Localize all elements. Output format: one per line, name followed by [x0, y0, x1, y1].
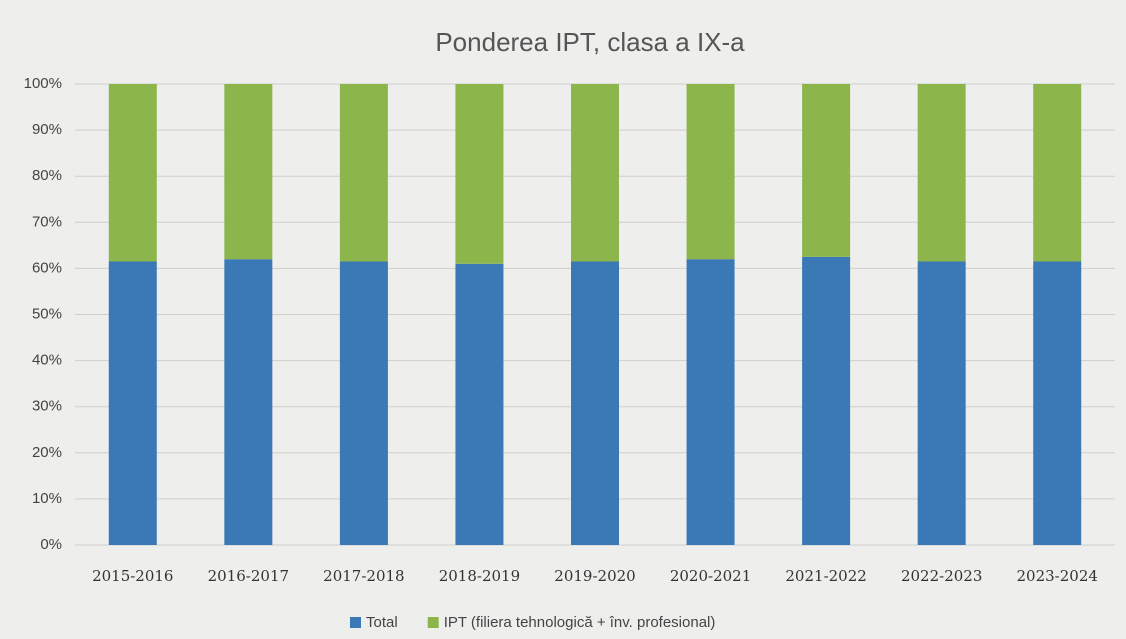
y-tick-label: 20%: [32, 444, 62, 461]
bar-segment: [802, 84, 851, 257]
x-tick-label: 2016-2017: [208, 567, 289, 585]
bar-segment: [917, 261, 966, 545]
x-tick-label: 2020-2021: [670, 567, 751, 585]
bar-segment: [455, 84, 504, 264]
legend-label: Total: [366, 614, 398, 631]
y-tick-label: 50%: [32, 305, 62, 322]
bar-segment: [686, 259, 735, 545]
bar-segment: [571, 84, 619, 262]
y-tick-label: 80%: [32, 167, 62, 184]
y-tick-label: 90%: [32, 121, 62, 138]
chart-title: Ponderea IPT, clasa a IX-a: [435, 27, 745, 57]
bar-segment: [1033, 84, 1082, 262]
y-tick-label: 100%: [24, 75, 62, 92]
legend-swatch: [350, 617, 361, 628]
bar-segment: [224, 84, 273, 260]
x-tick-label: 2019-2020: [554, 567, 635, 585]
bar-segment: [339, 261, 388, 545]
y-tick-label: 0%: [40, 536, 62, 553]
bar-segment: [1033, 261, 1082, 545]
x-tick-label: 2022-2023: [901, 567, 982, 585]
x-tick-label: 2021-2022: [785, 567, 866, 585]
bar-segment: [224, 259, 273, 545]
bar-segment: [339, 84, 388, 262]
y-tick-label: 70%: [32, 213, 62, 230]
x-tick-label: 2018-2019: [439, 567, 520, 585]
bar-segment: [455, 263, 504, 545]
x-tick-label: 2015-2016: [92, 567, 173, 585]
bar-segment: [686, 84, 735, 260]
legend-label: IPT (filiera tehnologică + înv. profesio…: [444, 614, 716, 631]
bar-segment: [108, 84, 157, 262]
y-tick-label: 40%: [32, 352, 62, 369]
y-tick-label: 30%: [32, 398, 62, 415]
legend-swatch: [427, 617, 439, 628]
bar-segment: [571, 261, 619, 545]
x-tick-label: 2017-2018: [323, 567, 404, 585]
bar-segment: [917, 84, 966, 262]
y-tick-label: 60%: [32, 259, 62, 276]
bar-segment: [108, 261, 157, 545]
x-tick-label: 2023-2024: [1017, 567, 1098, 585]
bar-segment: [802, 256, 851, 545]
y-tick-label: 10%: [32, 490, 62, 507]
